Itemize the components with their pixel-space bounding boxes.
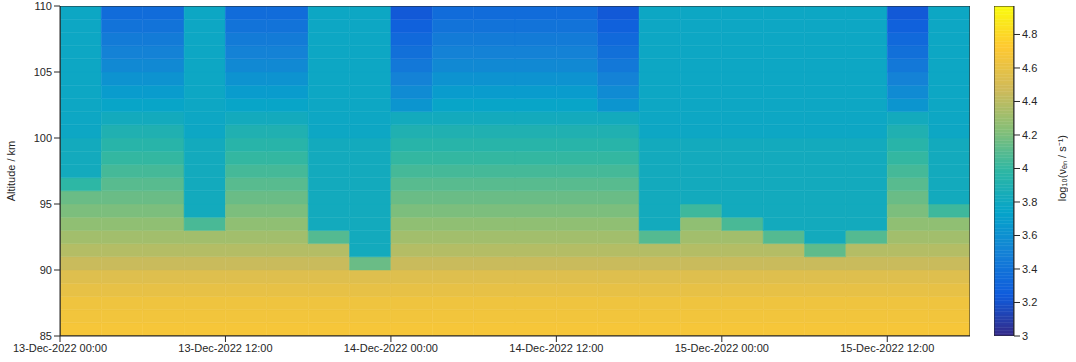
svg-text:110: 110: [34, 0, 52, 12]
svg-text:4.8: 4.8: [1022, 28, 1037, 40]
svg-text:15-Dec-2022 12:00: 15-Dec-2022 12:00: [840, 342, 934, 354]
svg-text:3.6: 3.6: [1022, 229, 1037, 241]
svg-text:13-Dec-2022 12:00: 13-Dec-2022 12:00: [178, 342, 272, 354]
html-text:log₁₀(νₑₙ / s⁻¹): log₁₀(νₑₙ / s⁻¹): [1055, 134, 1068, 202]
svg-text:4.6: 4.6: [1022, 62, 1037, 74]
svg-text:100: 100: [34, 132, 52, 144]
svg-text:3.2: 3.2: [1022, 296, 1037, 308]
svg-text:105: 105: [34, 66, 52, 78]
svg-text:3: 3: [1022, 330, 1028, 342]
svg-text:14-Dec-2022 12:00: 14-Dec-2022 12:00: [509, 342, 603, 354]
svg-text:3.4: 3.4: [1022, 263, 1037, 275]
svg-text:90: 90: [40, 264, 52, 276]
svg-text:4.4: 4.4: [1022, 95, 1037, 107]
svg-text:Altitude / km: Altitude / km: [5, 141, 17, 202]
svg-text:14-Dec-2022 00:00: 14-Dec-2022 00:00: [344, 342, 438, 354]
svg-text:3.8: 3.8: [1022, 196, 1037, 208]
svg-text:4: 4: [1022, 162, 1028, 174]
svg-text:85: 85: [40, 330, 52, 342]
svg-text:4.2: 4.2: [1022, 129, 1037, 141]
svg-text:13-Dec-2022 00:00: 13-Dec-2022 00:00: [13, 342, 107, 354]
svg-text:95: 95: [40, 198, 52, 210]
svg-text:15-Dec-2022 00:00: 15-Dec-2022 00:00: [675, 342, 769, 354]
